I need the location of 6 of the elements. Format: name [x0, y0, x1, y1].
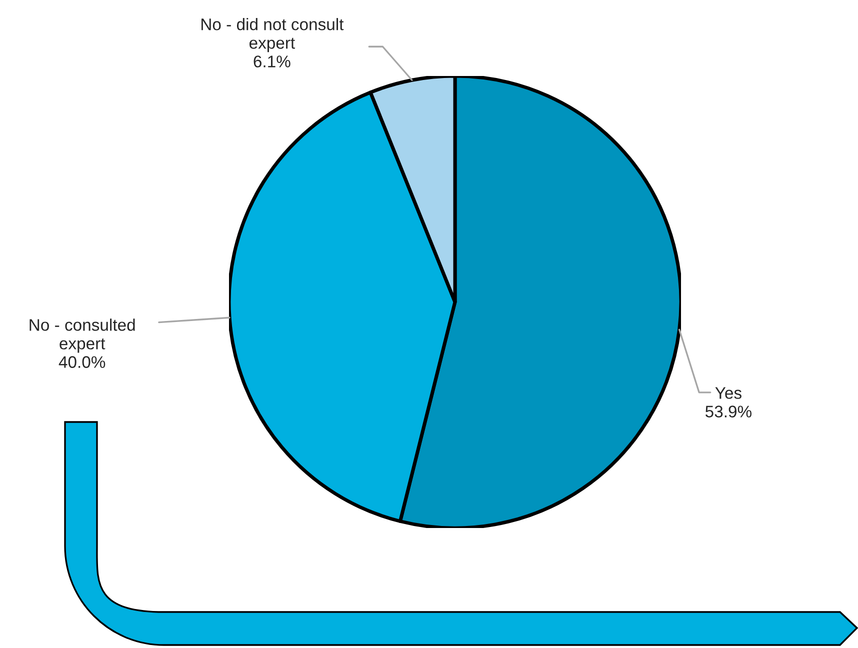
slice-label: No - did not consult expert [202, 18, 344, 52]
data-label: 40.0% [58, 356, 106, 368]
slice-label: No - consulted expert [30, 318, 135, 353]
data-label: 53.9% [706, 406, 752, 418]
slice-label: Yes [715, 387, 742, 399]
data-label: 6.1% [254, 56, 290, 68]
